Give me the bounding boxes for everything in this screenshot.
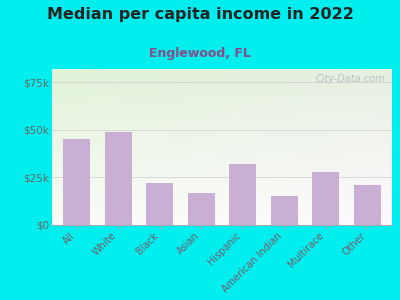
Text: Englewood, FL: Englewood, FL [149,46,251,59]
Bar [188,193,215,225]
Bar [312,172,339,225]
Bar [146,183,173,225]
Bar [271,196,298,225]
Text: Median per capita income in 2022: Median per capita income in 2022 [46,8,354,22]
Bar [64,140,90,225]
Bar [229,164,256,225]
Text: City-Data.com: City-Data.com [316,74,385,84]
Bar [354,185,380,225]
Bar [105,132,132,225]
